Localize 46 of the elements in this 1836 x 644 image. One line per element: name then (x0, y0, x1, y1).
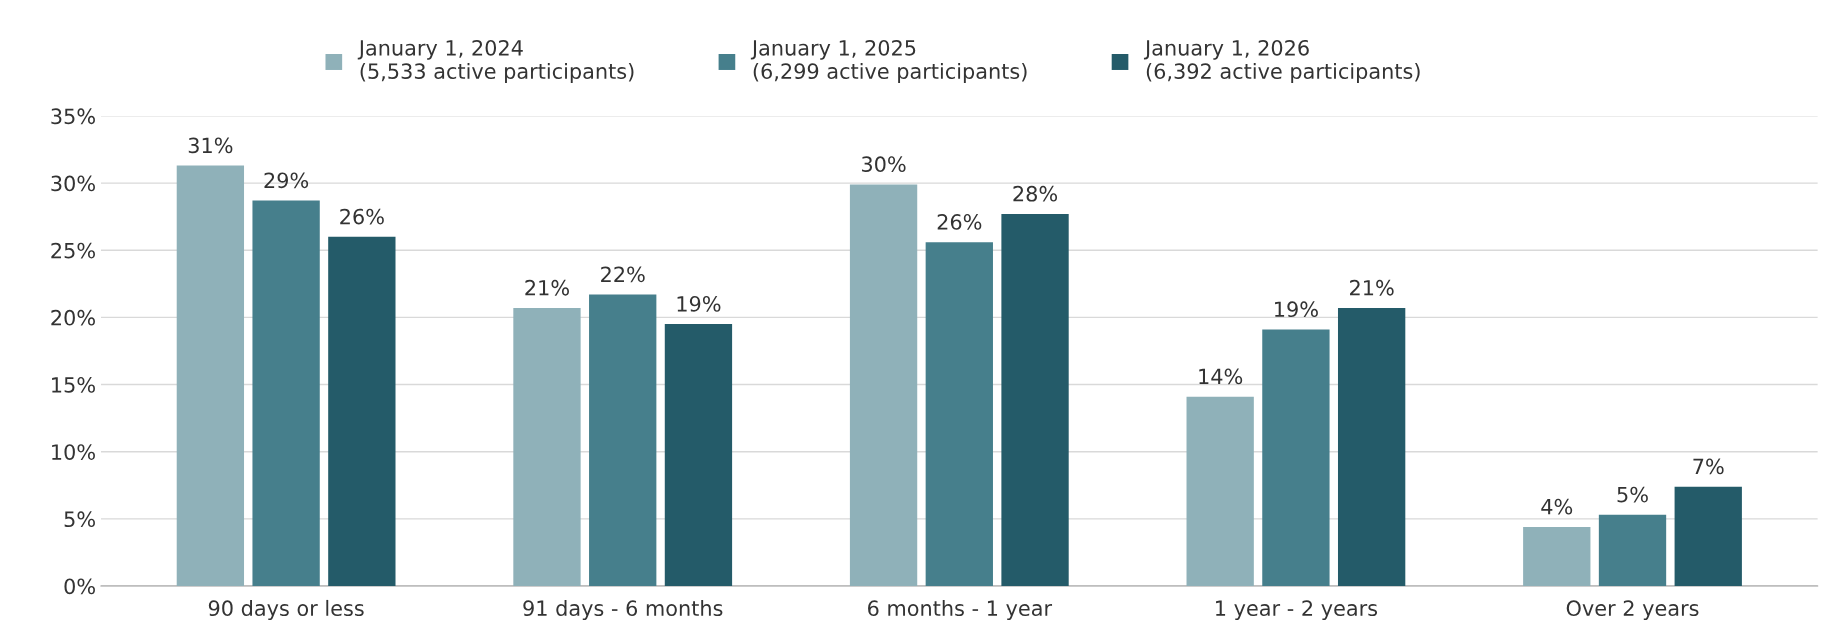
bar (1001, 213, 1069, 587)
bar (252, 200, 320, 587)
bar (513, 308, 581, 587)
x-tick-label: Over 2 years (1566, 600, 1699, 621)
y-tick-label: 5% (64, 511, 95, 528)
data-label: 29% (264, 172, 309, 189)
legend-label: January 1, 2024 (5,533 active participants) (357, 39, 634, 84)
y-tick-label: 15% (52, 377, 95, 393)
bar (589, 294, 657, 587)
y-tick-label: 10% (52, 444, 95, 460)
legend-label: January 1, 2025 (6,299 active participants) (750, 39, 1027, 84)
data-label: 28% (1013, 185, 1058, 202)
data-label: 31% (188, 137, 233, 154)
data-label: 4% (1541, 498, 1573, 515)
y-tick-label: 0% (64, 578, 95, 595)
x-tick-label: 1 year - 2 years (1216, 600, 1378, 621)
data-label: 26% (340, 208, 384, 225)
y-tick-label: 20% (51, 309, 95, 326)
x-tick-label: 6 months - 1 year (868, 599, 1053, 621)
bar (1674, 486, 1742, 587)
y-tick-label: 25% (51, 242, 95, 259)
bar (925, 242, 993, 587)
bar (328, 236, 396, 587)
bar (1523, 526, 1591, 587)
data-label: 14% (1199, 368, 1243, 385)
bar (664, 324, 733, 587)
data-label: 19% (1275, 301, 1318, 318)
data-label: 26% (937, 214, 982, 230)
data-label: 7% (1693, 458, 1724, 475)
y-tick-label: 35% (51, 108, 95, 125)
data-label: 19% (677, 295, 721, 312)
data-label: 21% (1350, 279, 1394, 296)
bar (849, 184, 918, 587)
x-tick-label: 91 days - 6 months (523, 599, 723, 621)
bar (176, 165, 245, 587)
data-label: 30% (862, 156, 906, 173)
bar (1186, 396, 1254, 587)
data-label: 5% (1617, 486, 1648, 503)
data-label: 22% (601, 266, 645, 283)
data-label: 21% (525, 279, 569, 296)
bar (1598, 514, 1667, 587)
x-tick-label: 90 days or less (208, 599, 364, 621)
y-tick-label: 30% (51, 175, 95, 192)
legend-label: January 1, 2026 (6,392 active participants) (1143, 39, 1420, 84)
bar (1337, 308, 1406, 587)
bar (1262, 329, 1330, 587)
